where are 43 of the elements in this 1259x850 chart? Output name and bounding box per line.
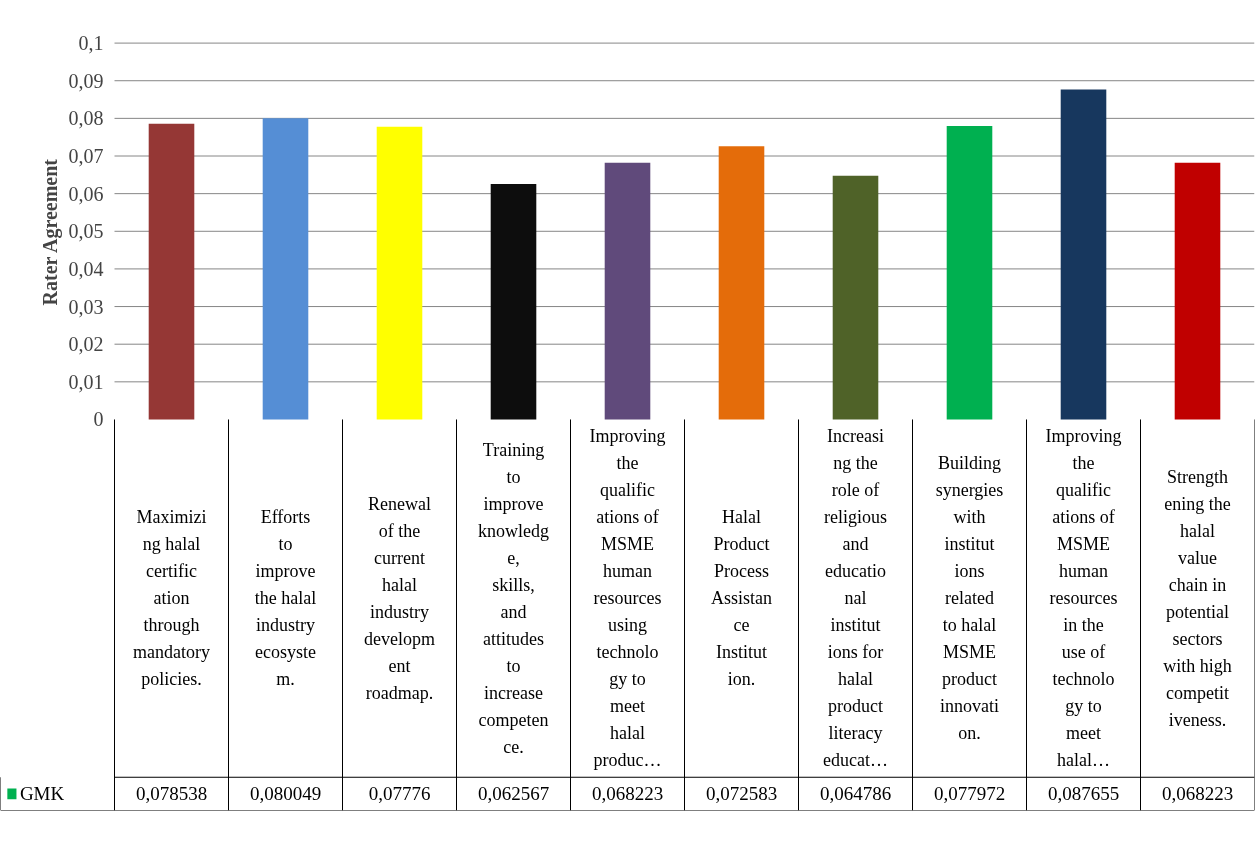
data-label: 0,062567 [477,783,550,805]
data-label: 0,080049 [249,783,322,805]
data-label: 0,077972 [933,783,1006,805]
x-tick-label: Efforts to improve the halal industry ecosystem. [254,507,317,690]
y-tick-label: 0,05 [68,220,104,243]
y-tick-label: 0,06 [68,182,104,205]
legend-label: GMK [19,783,65,805]
bar [832,175,879,420]
x-tick-label: Halal Product Process Assistance Institution. [711,507,773,690]
bar [946,126,993,420]
category-label: Increasing the role of religious and educational institutions for halal product literacy educat… [823,426,888,771]
bar [262,118,309,420]
category-label: Improving the qualifications of MSME human resources using technology to meet halal produc… [589,426,666,771]
y-tick-label: 0,03 [68,295,104,318]
bar [718,146,765,420]
bar [1060,89,1107,420]
category-label: Training to improve knowledge, skills, and attitudes to increase competence. [478,439,550,757]
category-label: Improving the qualifications of MSME human resources in the use of technology to meet halal… [1045,426,1122,771]
bar [376,126,423,420]
y-tick-label: 0 [93,408,104,431]
data-label: 0,087655 [1047,783,1120,805]
y-tick-label: 0,01 [68,370,104,393]
y-tick-label: 0,1 [78,32,104,55]
category-label: Building synergies with institutions related to halal MSME product innovation. [935,453,1004,744]
y-axis-title: Rater Agreement [38,158,62,306]
y-tick-label: 0,07 [68,145,104,168]
bar [604,162,651,420]
data-label: 0,07776 [368,783,431,805]
data-label: 0,068223 [591,783,664,805]
data-label: 0,072583 [705,783,778,805]
data-label: 0,068223 [1161,783,1234,805]
y-tick-label: 0,08 [68,107,104,130]
data-label: 0,078538 [135,783,208,805]
x-tick-label: Maximizing halal certification through mandatory policies. [133,507,210,690]
bar [490,183,537,420]
bar [148,123,195,420]
data-label: 0,064786 [819,783,892,805]
bar [1174,162,1221,420]
y-tick-label: 0,02 [68,333,104,356]
y-tick-label: 0,04 [68,257,104,280]
x-tick-label: Renewal of the current halal industry development roadmap. [364,493,435,703]
category-label: Strengthening the halal value chain in potential sectors with high competitiveness. [1163,466,1232,730]
y-tick-label: 0,09 [68,69,104,92]
